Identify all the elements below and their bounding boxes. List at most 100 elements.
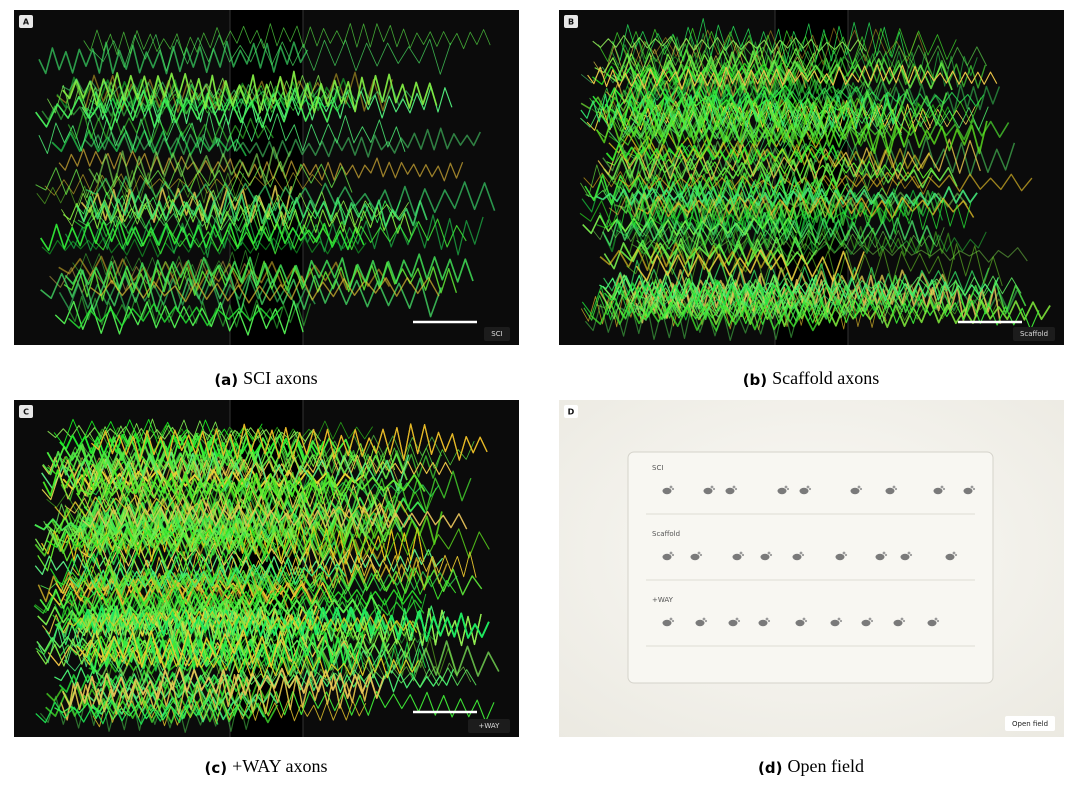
- tag-box: [1005, 716, 1055, 731]
- mouse-ear: [669, 485, 673, 489]
- mouse-ear: [894, 487, 898, 491]
- axon: [622, 224, 956, 260]
- caption-letter: (a): [214, 371, 238, 389]
- axon: [42, 447, 243, 476]
- tag-box: [1013, 327, 1055, 341]
- axon: [77, 209, 251, 234]
- mouse-body: [799, 487, 809, 495]
- mouse-icon: [662, 551, 675, 561]
- mouse-icon: [799, 485, 812, 495]
- caption-text: SCI axons: [243, 368, 318, 388]
- axon: [54, 699, 239, 721]
- axon: [91, 423, 488, 462]
- mouse-body: [795, 619, 805, 627]
- axon: [592, 219, 945, 252]
- mouse-ear: [900, 617, 904, 621]
- mouse-ear: [859, 487, 863, 491]
- mouse-body: [662, 487, 672, 495]
- axon: [80, 525, 337, 558]
- mouse-body: [695, 619, 705, 627]
- axon: [83, 23, 491, 57]
- mouse-body: [728, 619, 738, 627]
- axon: [41, 236, 367, 258]
- tag-label: Open field: [1012, 720, 1048, 728]
- axon: [605, 67, 807, 105]
- axon: [38, 111, 406, 154]
- mouse-icon: [885, 485, 898, 495]
- mouse-ear: [769, 553, 773, 557]
- mouse-body: [927, 619, 937, 627]
- row-label: SCI: [652, 464, 663, 472]
- axon-traces: [33, 418, 500, 733]
- results-card: [627, 451, 994, 684]
- mouse-ear: [735, 617, 739, 621]
- axon: [599, 242, 781, 274]
- axon: [88, 146, 292, 188]
- axon: [41, 97, 245, 121]
- axon: [638, 299, 1051, 329]
- mouse-ear: [934, 617, 938, 621]
- mouse-ear: [806, 485, 810, 489]
- mouse-ear: [710, 485, 714, 489]
- mouse-body: [758, 619, 768, 627]
- mouse-ear: [786, 487, 790, 491]
- mouse-icon: [758, 617, 771, 627]
- mouse-body: [875, 553, 885, 561]
- axon: [86, 685, 278, 705]
- mouse-ear: [868, 617, 872, 621]
- axon: [631, 292, 847, 312]
- axon: [60, 465, 472, 512]
- axon: [63, 646, 262, 675]
- mouse-ear: [712, 487, 716, 491]
- axon: [64, 488, 311, 529]
- mouse-body: [690, 553, 700, 561]
- panel-label-box: [564, 15, 578, 28]
- mouse-ear: [802, 617, 806, 621]
- mouse-icon: [690, 551, 703, 561]
- axon: [67, 608, 418, 633]
- axon: [76, 190, 428, 228]
- axon: [637, 275, 1022, 302]
- axon: [54, 300, 304, 336]
- axon: [36, 628, 416, 669]
- axon-traces: [35, 23, 496, 336]
- mouse-ear: [741, 553, 745, 557]
- axon: [39, 588, 289, 618]
- axon: [635, 231, 987, 259]
- axon: [635, 249, 865, 283]
- panel-label: B: [568, 18, 574, 27]
- mouse-ear: [739, 551, 743, 555]
- axon: [34, 548, 444, 579]
- tag-label: +WAY: [479, 722, 501, 730]
- axon: [603, 232, 807, 270]
- axon: [619, 289, 1018, 320]
- axon: [46, 432, 355, 469]
- axon: [599, 274, 999, 302]
- mouse-ear: [954, 553, 958, 557]
- mouse-icon: [792, 551, 805, 561]
- axon: [609, 97, 982, 132]
- mouse-ear: [671, 553, 675, 557]
- mouse-ear: [767, 619, 771, 623]
- mouse-body: [885, 487, 895, 495]
- mouse-icon: [662, 617, 675, 627]
- row-label: Scaffold: [652, 530, 680, 538]
- axon: [628, 88, 948, 130]
- mouse-ear: [671, 619, 675, 623]
- panel-label-box: [19, 405, 33, 418]
- tag-label: SCI: [491, 330, 502, 338]
- axon: [88, 652, 332, 676]
- axon: [63, 260, 458, 302]
- mouse-body: [835, 553, 845, 561]
- mouse-ear: [839, 619, 843, 623]
- mouse-icon: [900, 551, 913, 561]
- mouse-ear: [702, 617, 706, 621]
- mouse-ear: [842, 551, 846, 555]
- axon: [608, 191, 870, 225]
- axon: [56, 71, 393, 113]
- axon: [60, 672, 372, 721]
- axon: [79, 584, 423, 607]
- axon: [86, 632, 364, 675]
- mouse-icon: [945, 551, 958, 561]
- mouse-icon: [893, 617, 906, 627]
